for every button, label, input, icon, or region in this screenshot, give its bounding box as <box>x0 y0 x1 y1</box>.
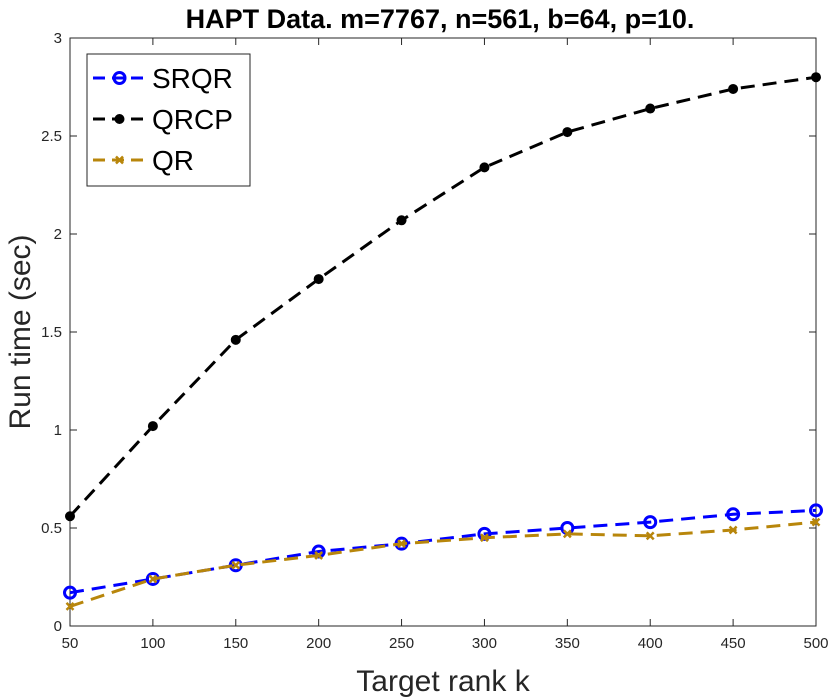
y-tick-label: 2.5 <box>41 128 62 145</box>
point-qr <box>231 560 241 570</box>
x-tick-label: 250 <box>389 635 414 652</box>
point-qrcp <box>65 511 75 522</box>
x-tick-label: 200 <box>306 635 331 652</box>
point-qrcp <box>562 127 573 138</box>
chart-title: HAPT Data. m=7767, n=561, b=64, p=10. <box>186 4 695 34</box>
y-tick-label: 1.5 <box>41 324 62 341</box>
point-qr <box>480 533 489 543</box>
series-qr <box>65 517 821 611</box>
point-qrcp <box>147 421 158 432</box>
series-line-qrcp <box>68 75 817 518</box>
point-srqr <box>726 507 741 522</box>
y-axis-label: Run time (sec) <box>4 234 37 429</box>
x-tick-label: 450 <box>721 635 746 652</box>
series-line-qr <box>69 520 817 608</box>
legend-label-srqr: SRQR <box>152 63 233 94</box>
point-qr <box>65 602 75 611</box>
legend-label-qrcp: QRCP <box>152 104 233 135</box>
y-tick-label: 3 <box>54 30 62 47</box>
x-tick-label: 50 <box>62 635 79 652</box>
point-qrcp <box>645 103 656 114</box>
point-qr <box>562 529 572 539</box>
legend-label-qr: QR <box>152 145 194 176</box>
x-tick-label: 100 <box>140 635 165 652</box>
point-qr <box>645 531 655 541</box>
legend: SRQR QRCP QR <box>86 53 251 187</box>
legend-marker-qrcp <box>114 114 125 124</box>
series-line-srqr <box>69 508 817 595</box>
legend-marker-srqr <box>112 71 127 85</box>
legend-marker-qr <box>115 155 124 165</box>
x-tick-label: 400 <box>638 635 663 652</box>
point-qr <box>314 551 324 560</box>
point-qr <box>148 574 158 584</box>
point-qr <box>397 539 406 549</box>
point-qrcp <box>230 334 241 345</box>
x-tick-label: 350 <box>555 635 580 652</box>
x-tick-label: 300 <box>472 635 497 652</box>
legend-item-qr: QR <box>93 145 194 176</box>
point-qrcp <box>728 83 739 94</box>
point-srqr <box>63 585 77 600</box>
point-srqr <box>643 515 658 530</box>
y-tick-label: 0 <box>54 618 62 635</box>
y-tick-label: 1 <box>54 422 62 439</box>
x-tick-label: 150 <box>223 635 248 652</box>
point-qrcp <box>479 162 490 173</box>
series-qrcp <box>65 72 821 522</box>
y-tick-label: 0.5 <box>41 520 62 537</box>
point-qrcp <box>396 215 407 226</box>
point-qr <box>728 525 738 535</box>
x-axis-label: Target rank k <box>356 665 530 698</box>
legend-item-qrcp: QRCP <box>93 104 233 135</box>
legend-item-srqr: SRQR <box>93 63 233 94</box>
x-tick-label: 500 <box>803 635 828 652</box>
point-srqr <box>809 503 823 518</box>
y-tick-label: 2 <box>54 226 62 243</box>
point-qrcp <box>313 274 324 285</box>
point-qrcp <box>811 72 821 83</box>
point-qr <box>811 517 821 527</box>
